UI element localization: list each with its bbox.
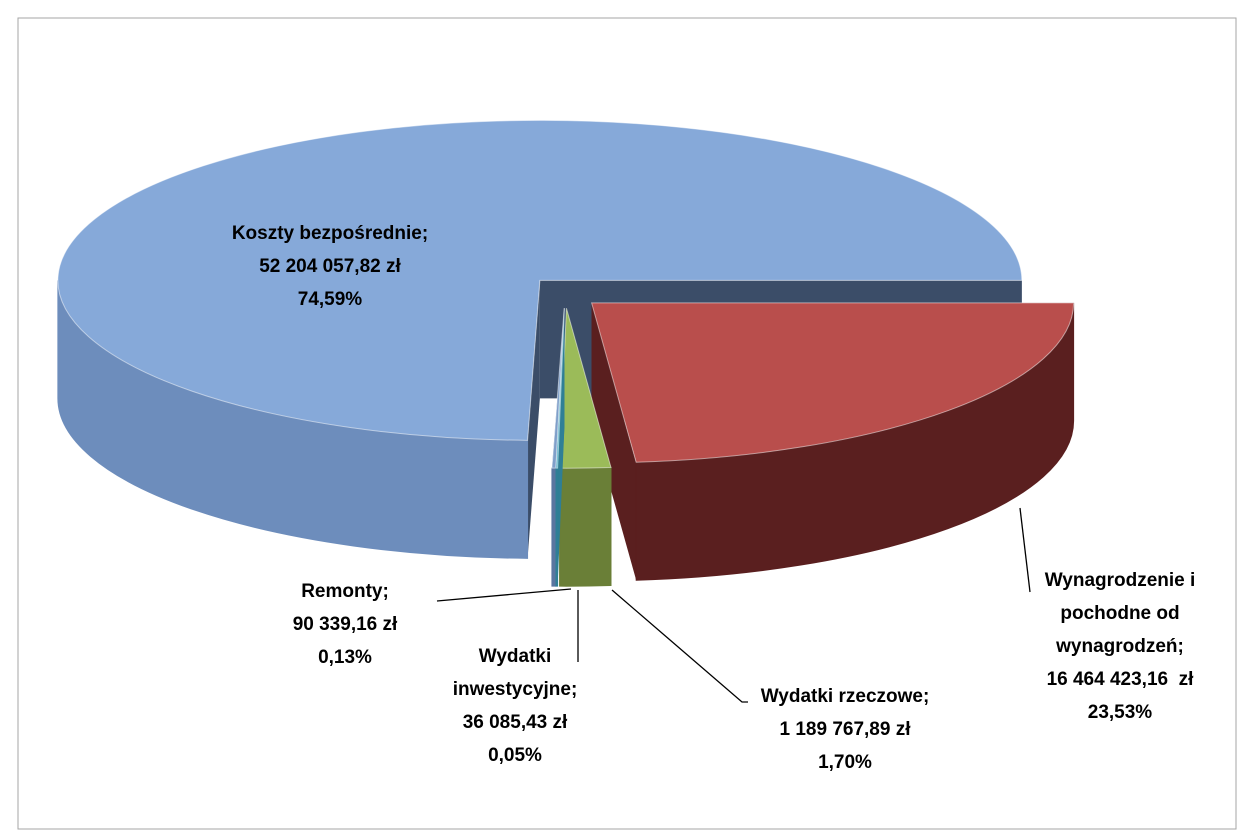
slice-cut-wall bbox=[556, 308, 565, 587]
label-amount: 16 464 423,16 zł bbox=[1046, 669, 1194, 690]
slice-side bbox=[555, 467, 559, 587]
label-amount: 52 204 057,82 zł bbox=[259, 256, 401, 277]
label-amount: 90 339,16 zł bbox=[292, 614, 398, 635]
slice-cut-wall bbox=[591, 302, 637, 581]
slice-cut-wall bbox=[527, 280, 540, 559]
slice-top bbox=[57, 119, 1023, 441]
leaders bbox=[436, 507, 1031, 703]
slice bbox=[559, 308, 612, 587]
leader-line bbox=[611, 589, 748, 703]
data-label: Remonty; 90 339,16 zł 0,13% bbox=[270, 575, 420, 674]
slice-side bbox=[559, 466, 612, 587]
slice-top bbox=[590, 302, 1075, 463]
label-percent: 1,70% bbox=[818, 752, 872, 773]
label-percent: 23,53% bbox=[1087, 702, 1153, 723]
slice-side bbox=[551, 467, 557, 587]
label-amount: 1 189 767,89 zł bbox=[779, 719, 911, 740]
data-label: Wydatki inwestycyjne; 36 085,43 zł 0,05% bbox=[430, 640, 600, 772]
data-label: Wynagrodzenie i pochodne od wynagrodzeń;… bbox=[1025, 564, 1215, 729]
label-name: Wydatki rzeczowe; bbox=[760, 686, 930, 707]
data-label: Wydatki rzeczowe; 1 189 767,89 zł 1,70% bbox=[725, 680, 965, 779]
pie bbox=[57, 119, 1075, 587]
label-name: Wynagrodzenie i pochodne od wynagrodzeń; bbox=[1044, 570, 1196, 657]
label-amount: 36 085,43 zł bbox=[462, 712, 568, 733]
label-percent: 0,13% bbox=[318, 647, 372, 668]
leader-line bbox=[1019, 507, 1031, 593]
label-percent: 74,59% bbox=[297, 289, 363, 310]
slice bbox=[555, 308, 565, 587]
slice-top bbox=[555, 308, 565, 469]
label-name: Koszty bezpośrednie; bbox=[231, 223, 429, 244]
data-label: Koszty bezpośrednie; 52 204 057,82 zł 74,5… bbox=[230, 217, 430, 316]
label-name: Remonty; bbox=[301, 581, 389, 602]
label-name: Wydatki inwestycyjne; bbox=[452, 646, 578, 700]
slice bbox=[590, 302, 1075, 581]
label-percent: 0,05% bbox=[488, 745, 542, 766]
leader-line bbox=[436, 588, 572, 602]
